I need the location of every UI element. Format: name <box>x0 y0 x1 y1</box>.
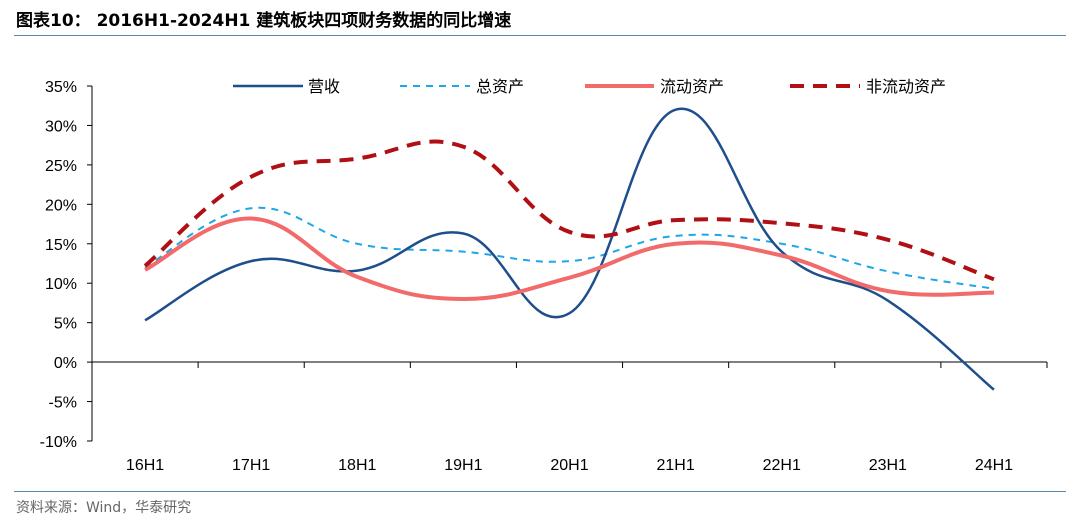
top-divider <box>14 35 1066 36</box>
x-tick-label: 20H1 <box>550 457 588 474</box>
y-tick-label: 5% <box>54 316 77 333</box>
series-line-3 <box>144 216 994 302</box>
series-line-4 <box>143 139 995 282</box>
legend-label: 总资产 <box>476 77 524 96</box>
y-tick-label: 15% <box>45 237 77 254</box>
legend-label: 流动资产 <box>660 77 724 96</box>
x-tick-label: 21H1 <box>656 457 694 474</box>
chart-title: 图表10： 2016H1-2024H1 建筑板块四项财务数据的同比增速 <box>16 11 512 31</box>
x-tick-label: 19H1 <box>444 457 482 474</box>
x-tick-label: 22H1 <box>763 457 801 474</box>
x-tick-label: 18H1 <box>338 457 376 474</box>
y-axis-labels: -10% -5% 0% 5% 10% 15% 20% 25% 30% 35% <box>40 79 77 451</box>
y-tick-label: 0% <box>54 355 77 372</box>
x-tick-label: 16H1 <box>126 457 164 474</box>
y-tick-label: 25% <box>45 158 77 175</box>
x-tick-label: 24H1 <box>975 457 1013 474</box>
y-tick-label: 20% <box>45 197 77 214</box>
legend: 营收 总资产 流动资产 非流动资产 <box>233 77 946 96</box>
series-line-1 <box>144 107 995 391</box>
bottom-divider <box>14 491 1066 492</box>
y-tick-label: -10% <box>40 434 77 451</box>
x-tick-label: 17H1 <box>232 457 270 474</box>
y-tick-label: 30% <box>45 118 77 135</box>
source-note: 资料来源：Wind，华泰研究 <box>16 500 192 516</box>
legend-label: 营收 <box>308 77 340 96</box>
x-axis-labels: 16H1 17H1 18H1 19H1 20H1 21H1 22H1 23H1 24H1 <box>126 457 1013 474</box>
chart-axes <box>87 85 1048 442</box>
series-line-2 <box>144 206 995 290</box>
legend-label: 非流动资产 <box>866 77 946 96</box>
x-tick-label: 23H1 <box>869 457 907 474</box>
y-tick-label: -5% <box>49 395 77 412</box>
series-lines <box>143 107 995 391</box>
y-tick-label: 35% <box>45 79 77 96</box>
y-tick-label: 10% <box>45 276 77 293</box>
